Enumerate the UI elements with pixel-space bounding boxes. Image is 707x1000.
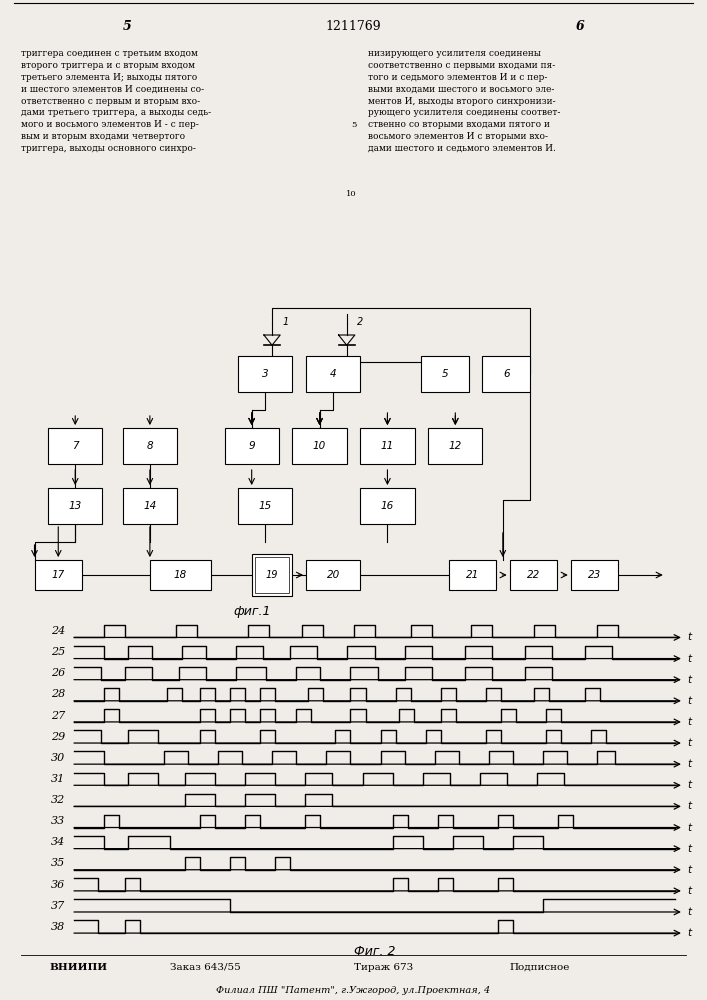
- Text: Заказ 643/55: Заказ 643/55: [170, 962, 240, 972]
- Text: 37: 37: [51, 901, 65, 911]
- Text: 36: 36: [51, 880, 65, 890]
- Text: 5: 5: [351, 121, 357, 129]
- Bar: [510, 560, 557, 590]
- Text: 29: 29: [51, 732, 65, 742]
- Text: 26: 26: [51, 668, 65, 678]
- Text: t: t: [687, 632, 691, 642]
- Text: 5: 5: [442, 369, 448, 379]
- Text: 4: 4: [330, 369, 337, 379]
- Text: Филиал ПШ "Патент", г.Ужгород, ул.Проектная, 4: Филиал ПШ "Патент", г.Ужгород, ул.Проект…: [216, 986, 491, 995]
- Bar: [150, 560, 211, 590]
- Text: 15: 15: [259, 501, 272, 511]
- Text: t: t: [687, 696, 691, 706]
- Text: 8: 8: [146, 441, 153, 451]
- Bar: [48, 428, 103, 464]
- Bar: [306, 356, 361, 392]
- Text: t: t: [687, 801, 691, 811]
- Text: 25: 25: [51, 647, 65, 657]
- Text: 11: 11: [381, 441, 394, 451]
- Bar: [571, 560, 618, 590]
- Text: 38: 38: [51, 922, 65, 932]
- Text: 28: 28: [51, 689, 65, 699]
- Text: t: t: [687, 928, 691, 938]
- Text: Фиг. 2: Фиг. 2: [354, 945, 395, 958]
- Text: 7: 7: [72, 441, 78, 451]
- Text: t: t: [687, 886, 691, 896]
- Text: t: t: [687, 907, 691, 917]
- Text: 2: 2: [357, 317, 363, 327]
- Text: t: t: [687, 780, 691, 790]
- Text: Тираж 673: Тираж 673: [354, 962, 413, 972]
- Text: 19: 19: [266, 570, 279, 580]
- Text: фиг.1: фиг.1: [233, 604, 271, 617]
- Text: 33: 33: [51, 816, 65, 826]
- Bar: [252, 554, 293, 596]
- Bar: [293, 428, 346, 464]
- Bar: [482, 356, 530, 392]
- Text: t: t: [687, 654, 691, 664]
- Text: 6: 6: [503, 369, 510, 379]
- Text: 21: 21: [466, 570, 479, 580]
- Text: 35: 35: [51, 858, 65, 868]
- Bar: [306, 560, 361, 590]
- Bar: [123, 488, 177, 524]
- Bar: [35, 560, 82, 590]
- Text: 27: 27: [51, 711, 65, 721]
- Text: t: t: [687, 675, 691, 685]
- Text: t: t: [687, 717, 691, 727]
- Text: t: t: [687, 823, 691, 833]
- Bar: [361, 488, 414, 524]
- Text: t: t: [687, 759, 691, 769]
- Text: 9: 9: [248, 441, 255, 451]
- Bar: [238, 356, 293, 392]
- Text: Подписное: Подписное: [509, 962, 569, 972]
- Text: 1211769: 1211769: [326, 20, 381, 33]
- Bar: [123, 428, 177, 464]
- Text: ВНИИПИ: ВНИИПИ: [49, 962, 107, 972]
- Text: t: t: [687, 865, 691, 875]
- Text: 22: 22: [527, 570, 540, 580]
- Text: 6: 6: [575, 20, 584, 33]
- Text: 1: 1: [282, 317, 288, 327]
- Text: 14: 14: [144, 501, 156, 511]
- Bar: [238, 488, 293, 524]
- Text: 20: 20: [327, 570, 340, 580]
- Bar: [361, 428, 414, 464]
- Text: триггера соединен с третьим входом
второго триггера и с вторым входом
третьего э: триггера соединен с третьим входом второ…: [21, 49, 211, 153]
- Text: 30: 30: [51, 753, 65, 763]
- Text: 17: 17: [52, 570, 65, 580]
- Bar: [48, 488, 103, 524]
- Text: 10: 10: [313, 441, 326, 451]
- Text: t: t: [687, 738, 691, 748]
- Bar: [421, 356, 469, 392]
- Bar: [255, 557, 289, 593]
- Text: 10: 10: [346, 190, 357, 198]
- Text: 13: 13: [69, 501, 82, 511]
- Text: 3: 3: [262, 369, 269, 379]
- Bar: [225, 428, 279, 464]
- Text: 24: 24: [51, 626, 65, 636]
- Bar: [448, 560, 496, 590]
- Text: 16: 16: [381, 501, 394, 511]
- Text: 12: 12: [449, 441, 462, 451]
- Text: низирующего усилителя соединены
соответственно с первыми входами пя-
того и седь: низирующего усилителя соединены соответс…: [368, 49, 560, 153]
- Text: 34: 34: [51, 837, 65, 847]
- Text: 18: 18: [174, 570, 187, 580]
- Bar: [428, 428, 482, 464]
- Text: 32: 32: [51, 795, 65, 805]
- Text: 5: 5: [123, 20, 132, 33]
- Text: t: t: [687, 844, 691, 854]
- Text: 23: 23: [588, 570, 601, 580]
- Text: 31: 31: [51, 774, 65, 784]
